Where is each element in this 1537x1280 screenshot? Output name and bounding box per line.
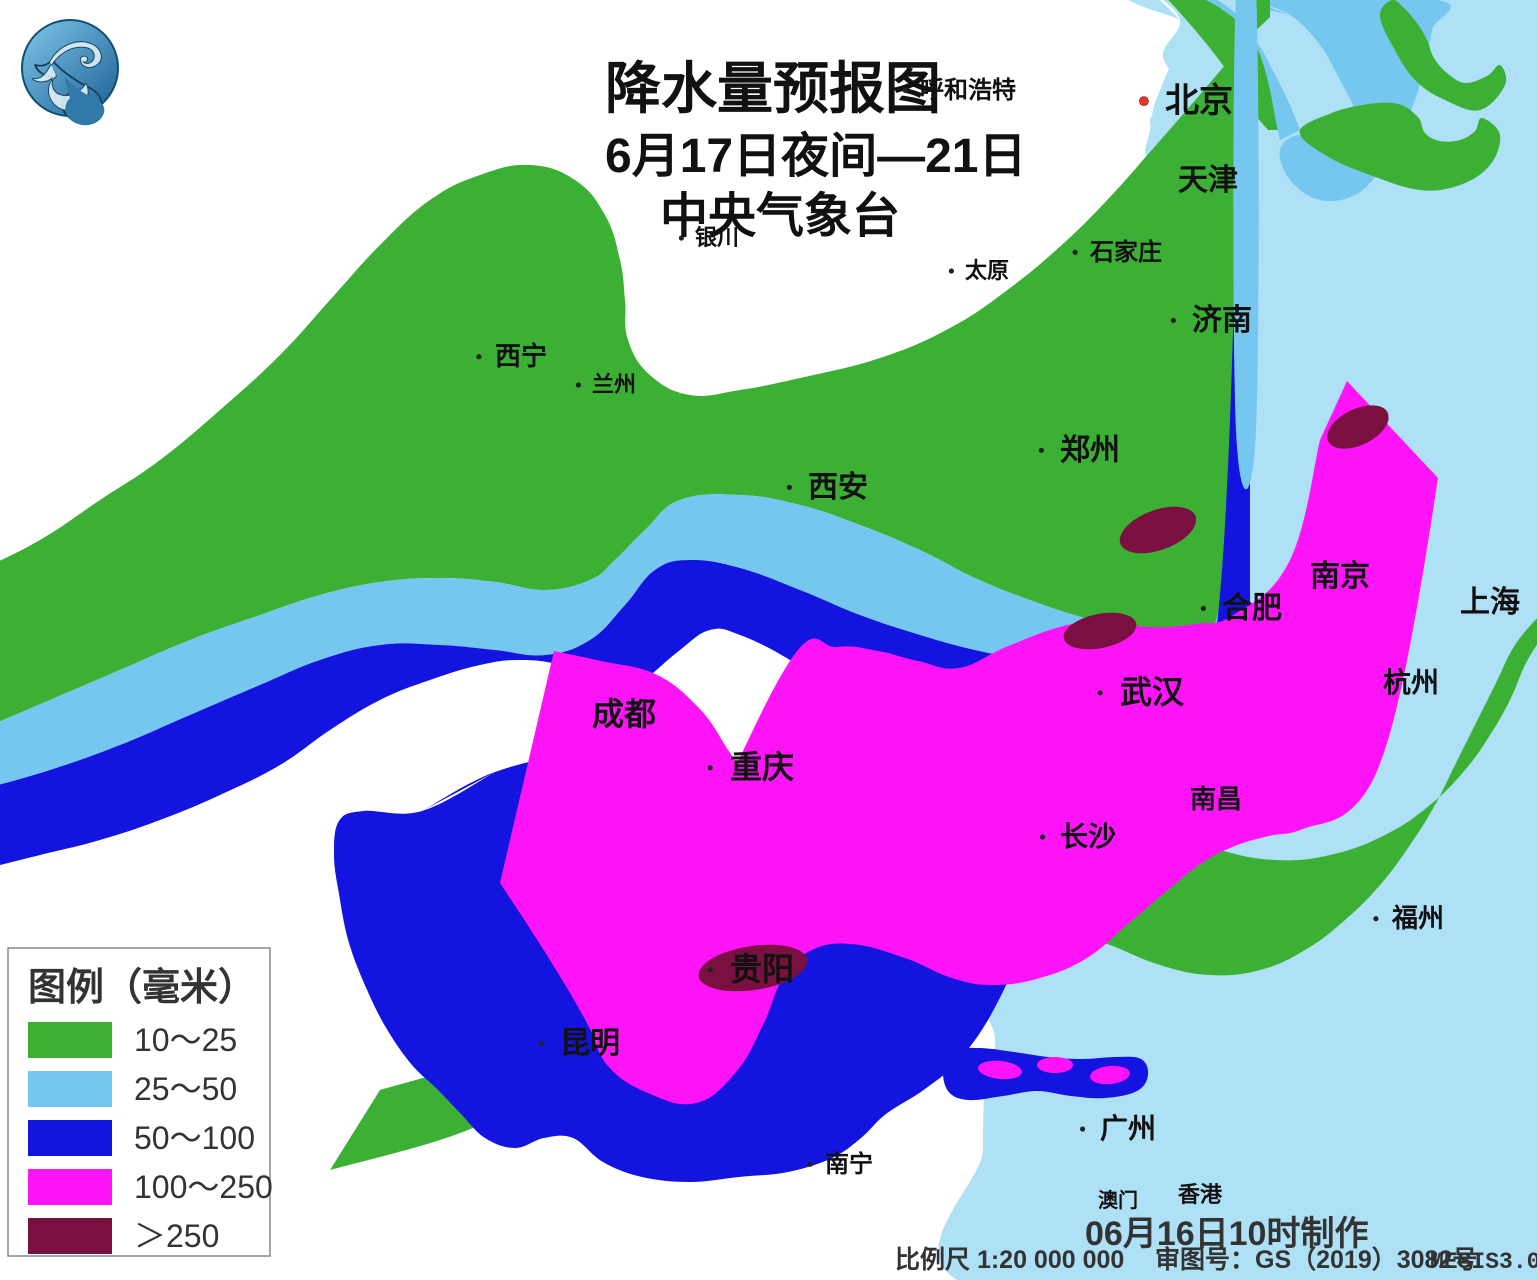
svg-text:50～100: 50～100	[134, 1120, 255, 1156]
svg-text:25～50: 25～50	[134, 1071, 237, 1107]
svg-text:济南: 济南	[1192, 303, 1252, 337]
svg-text:郑州: 郑州	[1060, 434, 1120, 467]
svg-text:西宁: 西宁	[495, 341, 547, 371]
svg-text:南京: 南京	[1310, 559, 1370, 593]
svg-text:贵阳: 贵阳	[730, 951, 794, 987]
svg-text:南宁: 南宁	[825, 1150, 873, 1178]
svg-text:降水量预报图: 降水量预报图	[605, 57, 941, 120]
svg-text:上海: 上海	[1460, 586, 1520, 619]
svg-text:澳门: 澳门	[1098, 1188, 1138, 1212]
svg-text:呼和浩特: 呼和浩特	[920, 77, 1016, 104]
svg-text:北京: 北京	[1165, 82, 1233, 120]
svg-text:＞250: ＞250	[134, 1218, 219, 1254]
svg-text:太原: 太原	[965, 258, 1009, 283]
svg-text:西安: 西安	[808, 471, 868, 504]
svg-text:100～250: 100～250	[134, 1169, 273, 1205]
svg-text:天津: 天津	[1178, 164, 1238, 197]
svg-text:香港: 香港	[1178, 1182, 1223, 1207]
svg-text:杭州: 杭州	[1383, 666, 1439, 698]
svg-text:6月17日夜间—21日: 6月17日夜间—21日	[605, 130, 1026, 183]
svg-text:石家庄: 石家庄	[1089, 238, 1162, 266]
svg-text:昆明: 昆明	[560, 1027, 620, 1060]
svg-text:MESIS3.0: MESIS3.0	[1430, 1249, 1537, 1275]
svg-text:10～25: 10～25	[134, 1022, 237, 1058]
svg-text:银川: 银川	[695, 225, 739, 250]
svg-text:审图号：GS（2019）3082号: 审图号：GS（2019）3082号	[1155, 1245, 1477, 1274]
svg-text:重庆: 重庆	[730, 749, 794, 785]
svg-text:比例尺 1:20 000 000: 比例尺 1:20 000 000	[895, 1246, 1124, 1274]
svg-text:南昌: 南昌	[1190, 784, 1242, 814]
svg-text:长沙: 长沙	[1060, 821, 1116, 852]
svg-text:广州: 广州	[1100, 1113, 1156, 1144]
svg-text:兰州: 兰州	[592, 372, 636, 397]
svg-text:合肥: 合肥	[1222, 591, 1282, 625]
svg-text:图例（毫米）: 图例（毫米）	[28, 966, 256, 1009]
svg-text:成都: 成都	[592, 696, 656, 732]
svg-text:武汉: 武汉	[1120, 674, 1185, 710]
svg-text:福州: 福州	[1391, 903, 1444, 933]
